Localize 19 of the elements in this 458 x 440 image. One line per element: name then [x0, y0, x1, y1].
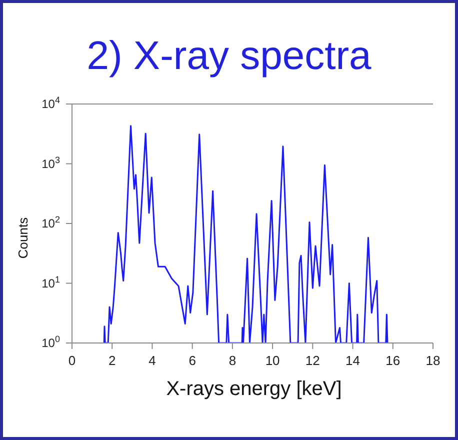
x-tick-label: 4	[148, 353, 156, 368]
x-tick-label: 12	[305, 353, 320, 368]
chart-title: 2) X-ray spectra	[86, 33, 372, 79]
y-axis-title: Counts	[16, 217, 30, 259]
x-tick-label: 6	[188, 353, 196, 368]
x-tick-label: 10	[265, 353, 280, 368]
x-tick-label: 0	[68, 353, 76, 368]
x-tick-label: 18	[426, 353, 440, 368]
x-tick-label: 2	[108, 353, 116, 368]
x-tick-label: 8	[228, 353, 236, 368]
y-tick-label: 10$^{1}$	[42, 274, 60, 290]
x-axis-title: X-rays energy [keV]	[165, 378, 343, 401]
y-tick-label: 10$^{0}$	[42, 334, 60, 350]
y-tick-label: 10$^{3}$	[42, 154, 60, 171]
y-tick-label: 10$^{4}$	[42, 95, 60, 111]
y-tick-label: 10$^{2}$	[42, 214, 60, 230]
x-tick-label: 14	[346, 353, 360, 368]
x-tick-label: 16	[386, 353, 400, 368]
line-series	[103, 125, 388, 343]
